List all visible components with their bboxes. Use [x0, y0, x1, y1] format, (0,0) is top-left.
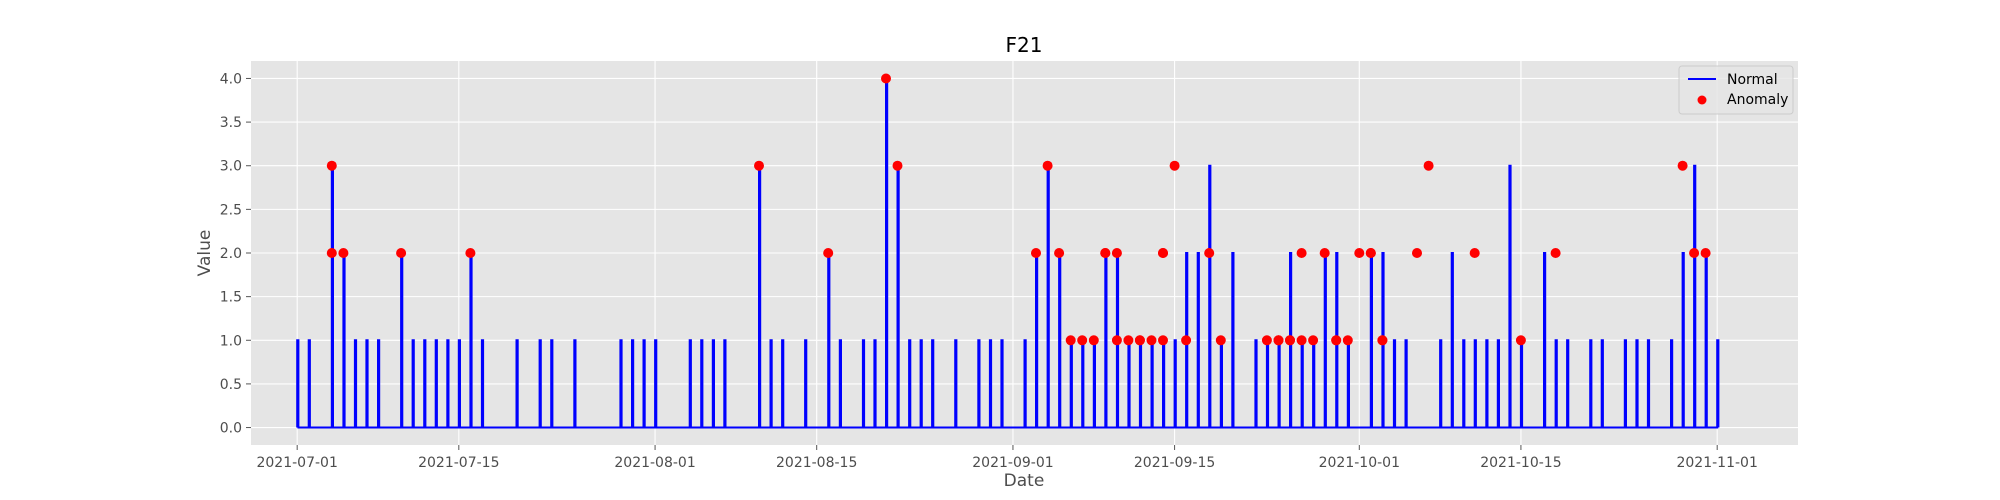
- x-tick-label: 2021-08-01: [614, 455, 695, 471]
- anomaly-point: [1111, 335, 1122, 346]
- anomaly-point: [1331, 335, 1342, 346]
- y-tick-label: 1.0: [220, 333, 242, 349]
- anomaly-point: [1550, 248, 1561, 258]
- anomaly-point: [326, 160, 337, 171]
- y-tick-label: 4.0: [220, 71, 242, 87]
- anomaly-point: [1181, 335, 1192, 346]
- anomaly-point: [1469, 248, 1480, 258]
- anomaly-point: [326, 248, 337, 258]
- legend-normal-label: Normal: [1727, 72, 1778, 88]
- anomaly-point: [1065, 335, 1076, 346]
- anomaly-point: [1215, 335, 1226, 346]
- y-tick-label: 1.5: [220, 290, 242, 306]
- series-layer: [296, 77, 1720, 429]
- x-tick-label: 2021-10-01: [1319, 455, 1400, 471]
- anomaly-point: [1134, 335, 1145, 346]
- anomaly-point: [1377, 335, 1388, 346]
- anomaly-point: [1169, 160, 1180, 171]
- anomaly-point: [1700, 248, 1711, 258]
- y-tick-label: 3.5: [220, 115, 242, 131]
- anomaly-point: [1515, 335, 1526, 346]
- anomaly-point: [1342, 335, 1353, 346]
- anomaly-point: [1689, 248, 1700, 258]
- x-tick-label: 2021-10-15: [1480, 455, 1561, 471]
- chart-title: F21: [1006, 33, 1043, 57]
- anomaly-point: [1261, 335, 1272, 346]
- anomaly-point: [1412, 248, 1422, 258]
- anomaly-point: [1296, 335, 1307, 346]
- anomaly-point: [1158, 335, 1168, 346]
- y-tick-label: 2.0: [220, 246, 242, 262]
- anomaly-point: [1100, 248, 1111, 258]
- y-axis-label: Value: [195, 230, 215, 277]
- y-axis-ticks: 0.0 0.5 1.0 1.5 2.0 2.5 3.0 3.5 4.0: [220, 71, 251, 437]
- anomaly-point: [1677, 160, 1688, 171]
- anomaly-point: [338, 248, 349, 258]
- anomaly-point: [1088, 335, 1099, 346]
- anomaly-point: [1423, 160, 1434, 171]
- y-tick-label: 0.5: [220, 377, 242, 393]
- anomaly-point: [1123, 335, 1134, 346]
- anomaly-point: [1296, 248, 1307, 258]
- x-tick-label: 2021-09-01: [972, 455, 1053, 471]
- anomaly-point: [1031, 248, 1041, 258]
- x-tick-label: 2021-09-15: [1134, 455, 1215, 471]
- anomaly-point: [1354, 248, 1365, 258]
- anomaly-point: [1158, 248, 1168, 258]
- anomaly-point: [465, 248, 476, 258]
- normal-series-line: [296, 77, 1720, 429]
- anomaly-point: [1077, 335, 1088, 346]
- y-tick-label: 2.5: [220, 202, 242, 218]
- anomaly-point: [1285, 335, 1295, 346]
- x-tick-label: 2021-07-15: [418, 455, 499, 471]
- anomaly-point: [823, 248, 834, 258]
- anomaly-point: [1146, 335, 1157, 346]
- anomaly-point: [396, 248, 407, 258]
- y-tick-label: 0.0: [220, 421, 242, 437]
- legend-anomaly-swatch: [1697, 95, 1707, 105]
- y-tick-label: 3.0: [220, 159, 242, 175]
- anomaly-point: [1054, 248, 1065, 258]
- anomaly-point: [1365, 248, 1376, 258]
- anomaly-point: [1308, 335, 1319, 346]
- anomaly-point: [754, 160, 764, 171]
- legend-anomaly-label: Anomaly: [1727, 92, 1788, 108]
- anomaly-point: [1319, 248, 1330, 258]
- x-axis-label: Date: [1004, 471, 1045, 491]
- legend: Normal Anomaly: [1678, 65, 1794, 115]
- anomaly-point: [1042, 160, 1053, 171]
- x-tick-label: 2021-07-01: [256, 455, 337, 471]
- anomaly-layer: [326, 73, 1711, 346]
- anomaly-point: [1204, 248, 1215, 258]
- anomaly-point: [1273, 335, 1284, 346]
- anomaly-point: [892, 160, 903, 171]
- x-axis-ticks: 2021-07-01 2021-07-15 2021-08-01 2021-08-15…: [256, 445, 1758, 471]
- x-tick-label: 2021-08-15: [776, 455, 857, 471]
- anomaly-point: [881, 73, 891, 84]
- anomaly-point: [1111, 248, 1122, 258]
- x-tick-label: 2021-11-01: [1676, 455, 1757, 471]
